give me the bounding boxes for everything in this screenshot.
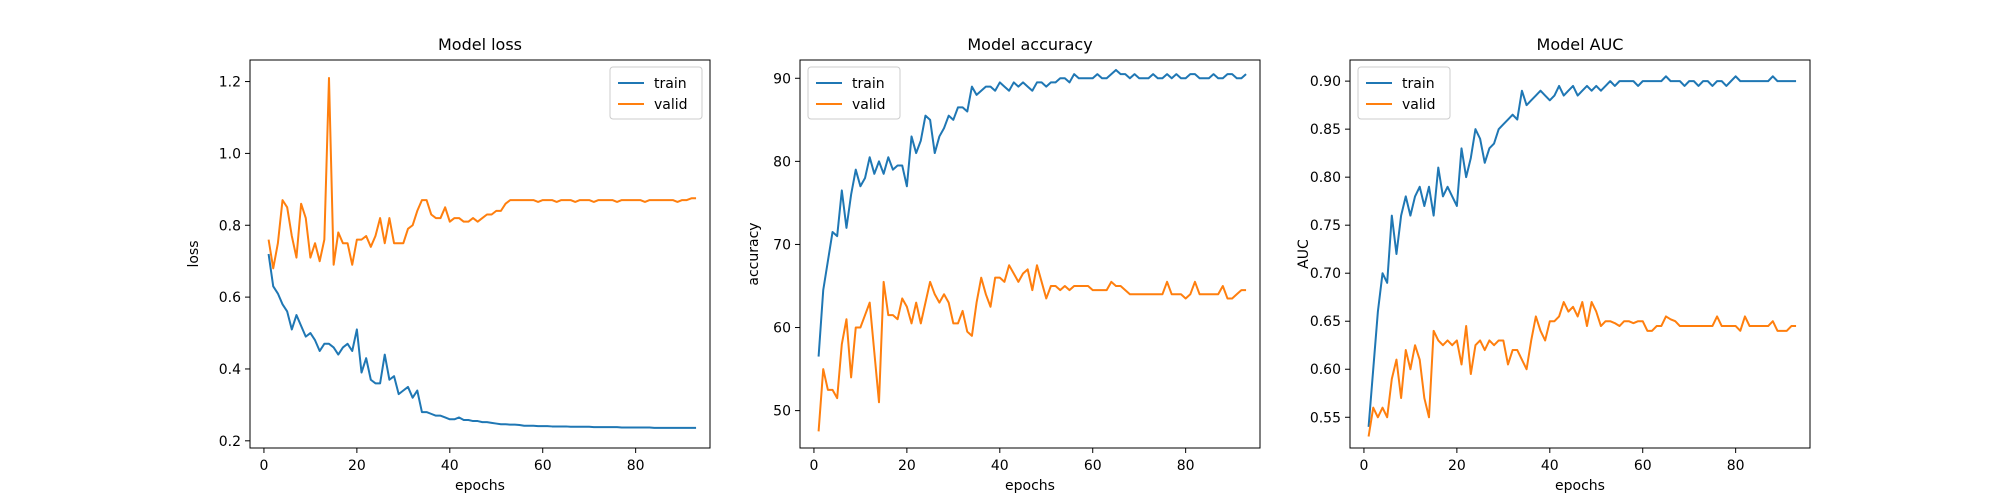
series-line-train	[1367, 75, 1797, 427]
y-tick-label: 80	[773, 154, 791, 170]
y-tick-label: 70	[773, 237, 791, 253]
x-axis-label: epochs	[1005, 478, 1055, 494]
y-axis-label: accuracy	[746, 222, 762, 285]
axes-frame	[249, 59, 711, 449]
y-axis-label: loss	[186, 240, 202, 267]
legend-label-valid: valid	[1402, 97, 1436, 113]
legend: train valid	[1357, 66, 1451, 120]
chart-title: Model AUC	[1537, 35, 1624, 54]
legend-label-train: train	[1402, 76, 1435, 92]
legend: train valid	[609, 66, 703, 120]
x-tick-label: 80	[1177, 458, 1195, 474]
x-tick-label: 20	[1448, 458, 1466, 474]
y-tick-label: 0.4	[219, 362, 241, 378]
y-tick-label: 0.90	[1310, 74, 1341, 90]
y-tick-label: 0.75	[1310, 218, 1341, 234]
y-axis-label: AUC	[1296, 239, 1312, 269]
y-tick-label: 0.60	[1310, 362, 1341, 378]
legend-box	[1357, 66, 1451, 120]
y-tick-label: 0.2	[219, 434, 241, 450]
x-tick-label: 0	[1359, 458, 1368, 474]
y-tick-label: 0.85	[1310, 122, 1341, 138]
x-axis-label: epochs	[1555, 478, 1605, 494]
legend-label-train: train	[852, 76, 885, 92]
chart-panel-3: Model AUC 0 20 40 60 80 0.55 0.60 0.65 0.70 0.75 0.…	[1296, 35, 1811, 494]
x-tick-label: 40	[991, 458, 1009, 474]
x-tick-label: 60	[534, 458, 552, 474]
y-tick-label: 90	[773, 71, 791, 87]
y-tick-label: 0.70	[1310, 266, 1341, 282]
legend-box	[807, 66, 901, 120]
chart-title: Model accuracy	[967, 35, 1092, 54]
chart-panel-1: Model loss 0 20 40 60 80 0.2 0.4 0.6 0.8 1.0 1.2 epo…	[186, 35, 711, 494]
x-tick-label: 80	[1727, 458, 1745, 474]
y-tick-label: 0.55	[1310, 410, 1341, 426]
y-tick-label: 0.8	[219, 218, 241, 234]
y-tick-label: 1.0	[219, 146, 241, 162]
series-line-valid	[817, 264, 1247, 432]
y-tick-label: 60	[773, 321, 791, 337]
chart-panel-2: Model accuracy 0 20 40 60 80 50 60 70 80 90 epochs a…	[746, 35, 1261, 494]
chart-title: Model loss	[438, 35, 522, 54]
y-tick-label: 1.2	[219, 75, 241, 91]
series-line-train	[267, 253, 697, 429]
legend-label-valid: valid	[654, 97, 688, 113]
series-line-valid	[1367, 301, 1797, 437]
x-tick-label: 40	[441, 458, 459, 474]
x-tick-label: 20	[348, 458, 366, 474]
x-tick-label: 40	[1541, 458, 1559, 474]
x-tick-label: 0	[259, 458, 268, 474]
legend: train valid	[807, 66, 901, 120]
axes-frame	[1349, 59, 1811, 449]
x-tick-label: 60	[1634, 458, 1652, 474]
x-tick-label: 60	[1084, 458, 1102, 474]
axes-frame	[799, 59, 1261, 449]
y-tick-label: 0.6	[219, 290, 241, 306]
x-tick-label: 20	[898, 458, 916, 474]
legend-box	[609, 66, 703, 120]
y-tick-label: 0.65	[1310, 314, 1341, 330]
legend-label-train: train	[654, 76, 687, 92]
y-tick-label: 0.80	[1310, 170, 1341, 186]
x-tick-label: 0	[809, 458, 818, 474]
series-line-valid	[267, 76, 697, 270]
x-axis-label: epochs	[455, 478, 505, 494]
legend-label-valid: valid	[852, 97, 886, 113]
y-tick-label: 50	[773, 404, 791, 420]
series-line-train	[817, 68, 1247, 357]
x-tick-label: 80	[627, 458, 645, 474]
